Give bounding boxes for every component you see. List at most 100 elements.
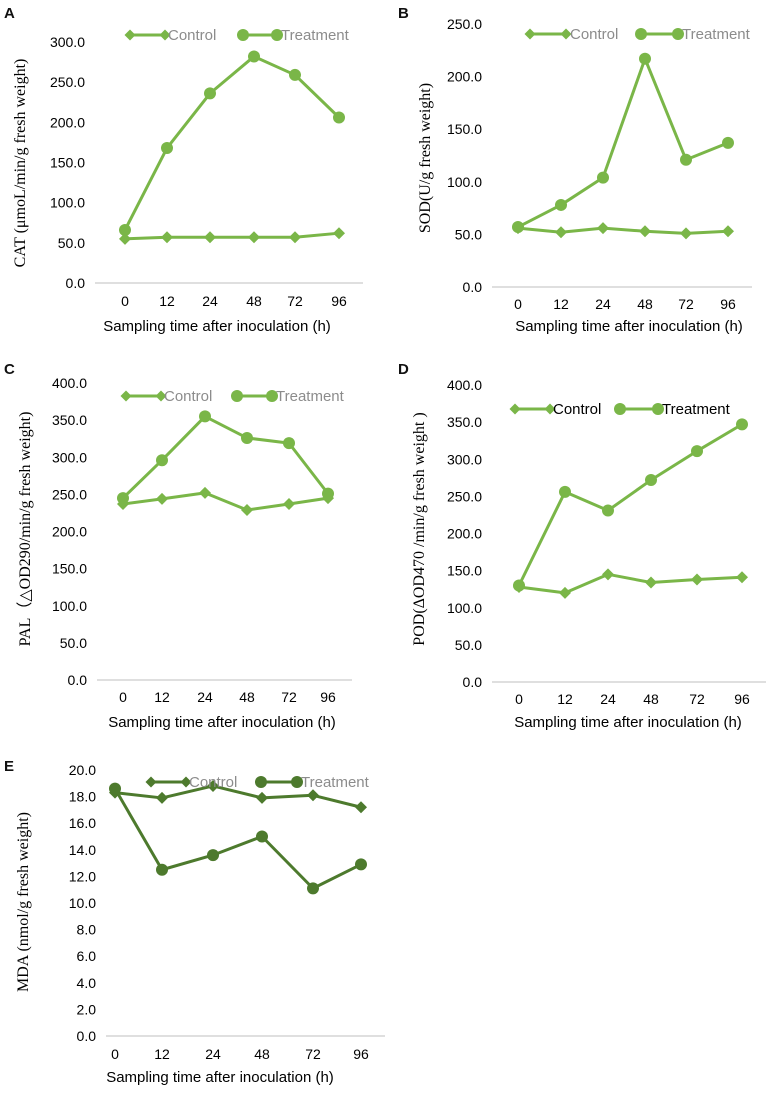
data-point-treatment (307, 882, 319, 895)
y-tick-label: 12.0 (69, 868, 96, 884)
x-tick-label: 96 (331, 293, 347, 309)
data-point-control (161, 231, 173, 244)
x-axis-title: Sampling time after inoculation (h) (515, 318, 743, 335)
data-point-treatment (602, 504, 614, 517)
series-line-control (122, 491, 329, 512)
data-point-control (283, 498, 295, 511)
x-tick-label: 0 (119, 689, 127, 705)
panel-letter: D (398, 361, 409, 378)
data-point-treatment (256, 830, 268, 843)
legend-marker-circle-icon (291, 776, 303, 788)
y-tick-label: 0.0 (463, 674, 483, 690)
y-tick-label: 150.0 (50, 155, 85, 171)
legend-marker-diamond-icon (524, 28, 536, 40)
x-tick-label: 24 (600, 691, 616, 707)
data-point-treatment (207, 849, 219, 862)
series-line-treatment (517, 423, 743, 587)
y-tick-label: 50.0 (60, 635, 87, 651)
series-line-control (124, 231, 340, 241)
data-point-control (156, 492, 168, 505)
x-tick-label: 48 (637, 296, 653, 312)
y-tick-label: 200.0 (447, 526, 482, 542)
data-point-treatment (248, 50, 260, 63)
y-tick-label: 150.0 (447, 563, 482, 579)
y-tick-label: 200.0 (52, 524, 87, 540)
y-tick-label: 300.0 (52, 449, 87, 465)
y-tick-label: 250.0 (447, 488, 482, 504)
data-point-control (559, 586, 571, 599)
y-tick-label: 200.0 (447, 69, 482, 85)
data-point-control (555, 226, 567, 239)
y-tick-label: 200.0 (50, 114, 85, 130)
data-point-control (248, 231, 260, 244)
data-point-treatment (639, 52, 651, 65)
data-point-treatment (512, 221, 524, 234)
chart-panel-d: D 0.0 50.0 100.0 150.0 200.0 250.0 300.0 350.0 40… (398, 361, 766, 731)
data-point-treatment (645, 474, 657, 487)
legend-label: Control (553, 401, 601, 418)
legend-marker-diamond-icon (120, 390, 132, 402)
data-point-treatment (322, 487, 334, 500)
legend-marker-circle-icon (614, 403, 626, 415)
y-tick-label: 300.0 (50, 34, 85, 50)
x-tick-label: 72 (305, 1046, 321, 1062)
panel-letter: C (4, 361, 15, 378)
x-tick-label: 48 (246, 293, 262, 309)
y-axis-title: POD(ΔOD470 /min/g fresh weight ) (411, 412, 428, 645)
legend-marker-circle-icon (266, 390, 278, 402)
y-tick-label: 250.0 (447, 16, 482, 32)
legend: Control Treatment (145, 774, 370, 791)
legend: Control Treatment (124, 27, 350, 44)
data-point-control (204, 231, 216, 244)
y-tick-label: 250.0 (52, 486, 87, 502)
legend-label: Treatment (682, 26, 751, 43)
legend-marker-circle-icon (652, 403, 664, 415)
legend-marker-circle-icon (255, 776, 267, 788)
panel-letter: A (4, 5, 15, 22)
y-tick-label: 50.0 (455, 637, 482, 653)
legend-marker-circle-icon (672, 28, 684, 40)
x-tick-label: 96 (720, 296, 736, 312)
x-tick-label: 24 (197, 689, 213, 705)
series-line-treatment (121, 414, 330, 500)
y-tick-label: 18.0 (69, 789, 96, 805)
chart-panel-c: C 0.0 50.0 100.0 150.0 200.0 250.0 300.0 350.0 40… (4, 361, 352, 731)
data-point-control (207, 779, 219, 792)
y-tick-label: 50.0 (455, 226, 482, 242)
y-tick-label: 2.0 (77, 1001, 97, 1017)
x-tick-label: 24 (205, 1046, 221, 1062)
series-line-control (518, 572, 743, 595)
legend-label: Control (168, 27, 216, 44)
y-tick-label: 0.0 (68, 672, 88, 688)
x-tick-label: 12 (154, 689, 170, 705)
legend-label: Treatment (301, 774, 370, 791)
series-line-treatment (123, 54, 341, 231)
data-point-control (199, 486, 211, 499)
legend-marker-diamond-icon (544, 403, 556, 415)
data-point-control (289, 231, 301, 244)
series-line-treatment (517, 57, 729, 229)
x-tick-label: 96 (734, 691, 750, 707)
x-tick-label: 0 (111, 1046, 119, 1062)
data-point-treatment (355, 858, 367, 871)
legend-marker-diamond-icon (180, 776, 192, 788)
x-tick-label: 12 (154, 1046, 170, 1062)
y-tick-label: 100.0 (50, 195, 85, 211)
data-point-treatment (559, 485, 571, 498)
data-point-control (736, 571, 748, 584)
data-point-control (119, 232, 131, 245)
series-line-control (114, 784, 362, 809)
legend-marker-diamond-icon (145, 776, 157, 788)
x-tick-label: 72 (287, 293, 303, 309)
y-tick-label: 400.0 (52, 375, 87, 391)
x-tick-label: 72 (678, 296, 694, 312)
x-axis-title: Sampling time after inoculation (h) (106, 1069, 334, 1086)
legend-label: Treatment (662, 401, 731, 418)
legend-marker-circle-icon (237, 29, 249, 41)
data-point-treatment (241, 431, 253, 444)
data-point-treatment (289, 68, 301, 81)
data-point-treatment (283, 437, 295, 450)
x-tick-label: 12 (553, 296, 569, 312)
data-point-treatment (333, 111, 345, 124)
